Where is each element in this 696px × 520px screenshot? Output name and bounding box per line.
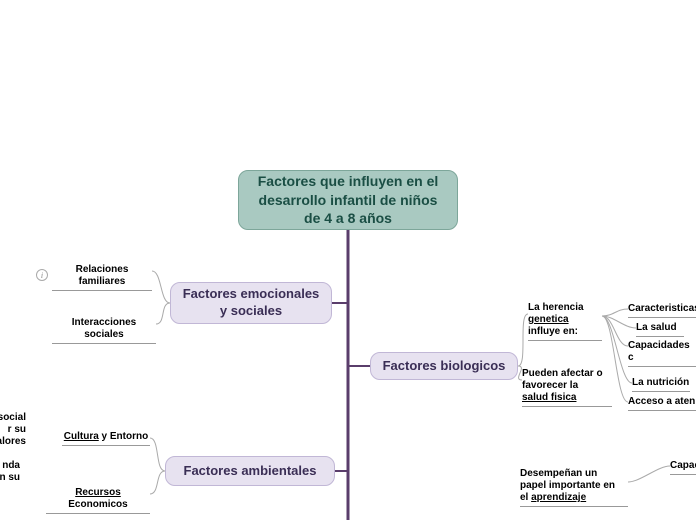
leaf-label[interactable]: Relaciones familiares — [52, 264, 152, 291]
leaf-fragment: socialr sualores — [0, 412, 26, 450]
ambientales-node[interactable]: Factores ambientales — [165, 456, 335, 486]
leaf-fragment: Capac — [670, 460, 696, 475]
leaf-fragment: La salud — [636, 322, 684, 337]
leaf-fragment: Capacidades c — [628, 340, 696, 367]
leaf-label[interactable]: Desempeñan unpapel importante enel apren… — [520, 468, 628, 507]
info-icon[interactable]: i — [36, 269, 48, 281]
leaf-fragment: Acceso a aten — [628, 396, 696, 411]
leaf-label[interactable]: Pueden afectar ofavorecer lasalud fisica — [522, 368, 612, 407]
biologicos-node[interactable]: Factores biologicos — [370, 352, 518, 380]
leaf-label[interactable]: La herenciageneticainfluye en: — [528, 302, 602, 341]
leaf-label[interactable]: Cultura y Entorno — [62, 431, 150, 446]
leaf-fragment: ndan su — [0, 460, 20, 486]
leaf-fragment: Caracteristicas — [628, 303, 696, 318]
emocionales-node[interactable]: Factores emocionalesy sociales — [170, 282, 332, 324]
leaf-label[interactable]: Interacciones sociales — [52, 317, 156, 344]
leaf-fragment: La nutrición — [632, 377, 690, 392]
leaf-label[interactable]: Recursos Economicos — [46, 487, 150, 514]
root-node[interactable]: Factores que influyen en eldesarrollo in… — [238, 170, 458, 230]
